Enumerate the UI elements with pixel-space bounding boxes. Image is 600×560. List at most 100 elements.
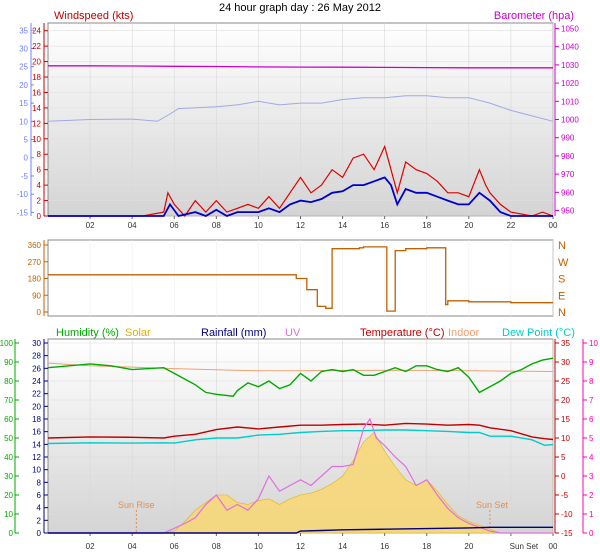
temp-tick-label-right: 30 <box>561 358 570 367</box>
temp-tick-label: 25 <box>19 63 28 72</box>
temp-tick-label-right: 5 <box>561 453 566 462</box>
humidity-tick-label: 50 <box>4 434 13 443</box>
solar-legend: Solar <box>125 327 151 339</box>
temp-tick-label-right: 15 <box>561 415 570 424</box>
wind-tick-label: 16 <box>32 88 41 97</box>
humidity-tick-label: 80 <box>4 377 13 386</box>
wind-tick-label: 14 <box>32 104 41 113</box>
direction-tick-label: 0 <box>37 308 42 317</box>
baro-tick-label: 1000 <box>561 116 579 125</box>
rain-tick-label: 4 <box>37 504 42 513</box>
uv-tick-label: 2 <box>589 491 594 500</box>
temp-tick-label-right: 20 <box>561 396 570 405</box>
x-tick-label: 18 <box>422 221 431 230</box>
sun-rise-label: Sun Rise <box>118 500 155 510</box>
x-tick-label-bottom: 00 <box>549 542 558 551</box>
wind-tick-label: 0 <box>37 212 42 221</box>
baro-tick-label: 1010 <box>561 97 579 106</box>
uv-line <box>48 417 553 534</box>
x-tick-label: 22 <box>506 221 515 230</box>
temp-tick-label-right: -10 <box>561 510 573 519</box>
direction-tick-label: 360 <box>28 241 42 250</box>
humidity-tick-label: 10 <box>4 510 13 519</box>
temp-tick-label: -10 <box>16 190 28 199</box>
temp-tick-label: 30 <box>19 44 28 53</box>
dew-point-line <box>47 429 554 447</box>
rain-tick-label: 20 <box>32 402 41 411</box>
x-tick-label: 10 <box>254 221 263 230</box>
baro-tick-label: 1030 <box>561 61 579 70</box>
wind-tick-label: 4 <box>37 181 42 190</box>
uv-tick-label: 7 <box>589 396 594 405</box>
wind-direction-line <box>48 246 553 312</box>
temp-tick-label: 20 <box>19 81 28 90</box>
temp-tick-label: 15 <box>19 99 28 108</box>
wind-tick-label: 18 <box>32 73 41 82</box>
x-tick-label: 04 <box>128 221 137 230</box>
temp-tick-label: -5 <box>21 172 29 181</box>
uv-tick-label: 10 <box>589 339 598 348</box>
humidity-tick-label: 70 <box>4 396 13 405</box>
temp-tick-label-right: -5 <box>561 491 569 500</box>
x-tick-label-bottom: 02 <box>86 542 95 551</box>
indoor-temp-line <box>47 362 554 372</box>
humidity-tick-label: 90 <box>4 358 13 367</box>
temperature-legend: Temperature (°C) <box>360 327 444 339</box>
rain-tick-label: 16 <box>32 428 41 437</box>
compass-label: N <box>558 240 566 252</box>
rain-tick-label: 22 <box>32 390 41 399</box>
barometer-label: Barometer (hpa) <box>494 10 574 22</box>
uv-tick-label: 9 <box>589 358 594 367</box>
uv-tick-label: 1 <box>589 510 594 519</box>
indoor-legend: Indoor <box>448 327 480 339</box>
temp-tick-label-right: 25 <box>561 377 570 386</box>
uv-tick-label: 6 <box>589 415 594 424</box>
temp-tick-label: 0 <box>24 154 29 163</box>
dew-point-legend: Dew Point (°C) <box>502 327 575 339</box>
direction-tick-label: 90 <box>32 291 41 300</box>
temp-tick-label-right: 35 <box>561 339 570 348</box>
rain-tick-label: 12 <box>32 453 41 462</box>
wind-tick-label: 12 <box>32 119 41 128</box>
rain-tick-label: 14 <box>32 440 41 449</box>
x-tick-label: 06 <box>170 221 179 230</box>
compass-label: W <box>558 257 569 269</box>
baro-tick-label: 1020 <box>561 79 579 88</box>
rain-tick-label: 30 <box>32 339 41 348</box>
x-tick-label-bottom: 12 <box>296 542 305 551</box>
compass-label: S <box>558 274 565 286</box>
baro-tick-label: 1040 <box>561 43 579 52</box>
wind-tick-label: 8 <box>37 150 42 159</box>
temp-tick-label: 35 <box>19 26 28 35</box>
x-tick-label: 12 <box>296 221 305 230</box>
uv-tick-label: 8 <box>589 377 594 386</box>
wind-tick-label: 6 <box>37 166 42 175</box>
wind-tick-label: 24 <box>32 27 41 36</box>
rain-tick-label: 8 <box>37 478 42 487</box>
uv-legend: UV <box>285 327 301 339</box>
wind-tick-label: 20 <box>32 58 41 67</box>
x-tick-label: 20 <box>464 221 473 230</box>
uv-tick-label: 4 <box>589 453 594 462</box>
humidity-line <box>47 357 554 397</box>
temp-tick-label-right: 0 <box>561 472 566 481</box>
humidity-tick-label: 20 <box>4 491 13 500</box>
uv-tick-label: 3 <box>589 472 594 481</box>
rainfall-line <box>48 526 553 534</box>
compass-label: N <box>558 307 566 319</box>
x-tick-label-bottom: 06 <box>170 542 179 551</box>
x-tick-label: 16 <box>380 221 389 230</box>
uv-tick-label: 5 <box>589 434 594 443</box>
baro-tick-label: 950 <box>561 207 575 216</box>
rain-tick-label: 28 <box>32 352 41 361</box>
humidity-legend: Humidity (%) <box>56 327 119 339</box>
baro-tick-label: 980 <box>561 152 575 161</box>
baro-tick-label: 990 <box>561 134 575 143</box>
humidity-tick-label: 0 <box>9 529 14 538</box>
wind-gust-line <box>48 144 554 217</box>
temp-tick-label-right: -15 <box>561 529 573 538</box>
rain-tick-label: 0 <box>37 529 42 538</box>
temp-tick-label-right: 10 <box>561 434 570 443</box>
rain-tick-label: 26 <box>32 364 41 373</box>
